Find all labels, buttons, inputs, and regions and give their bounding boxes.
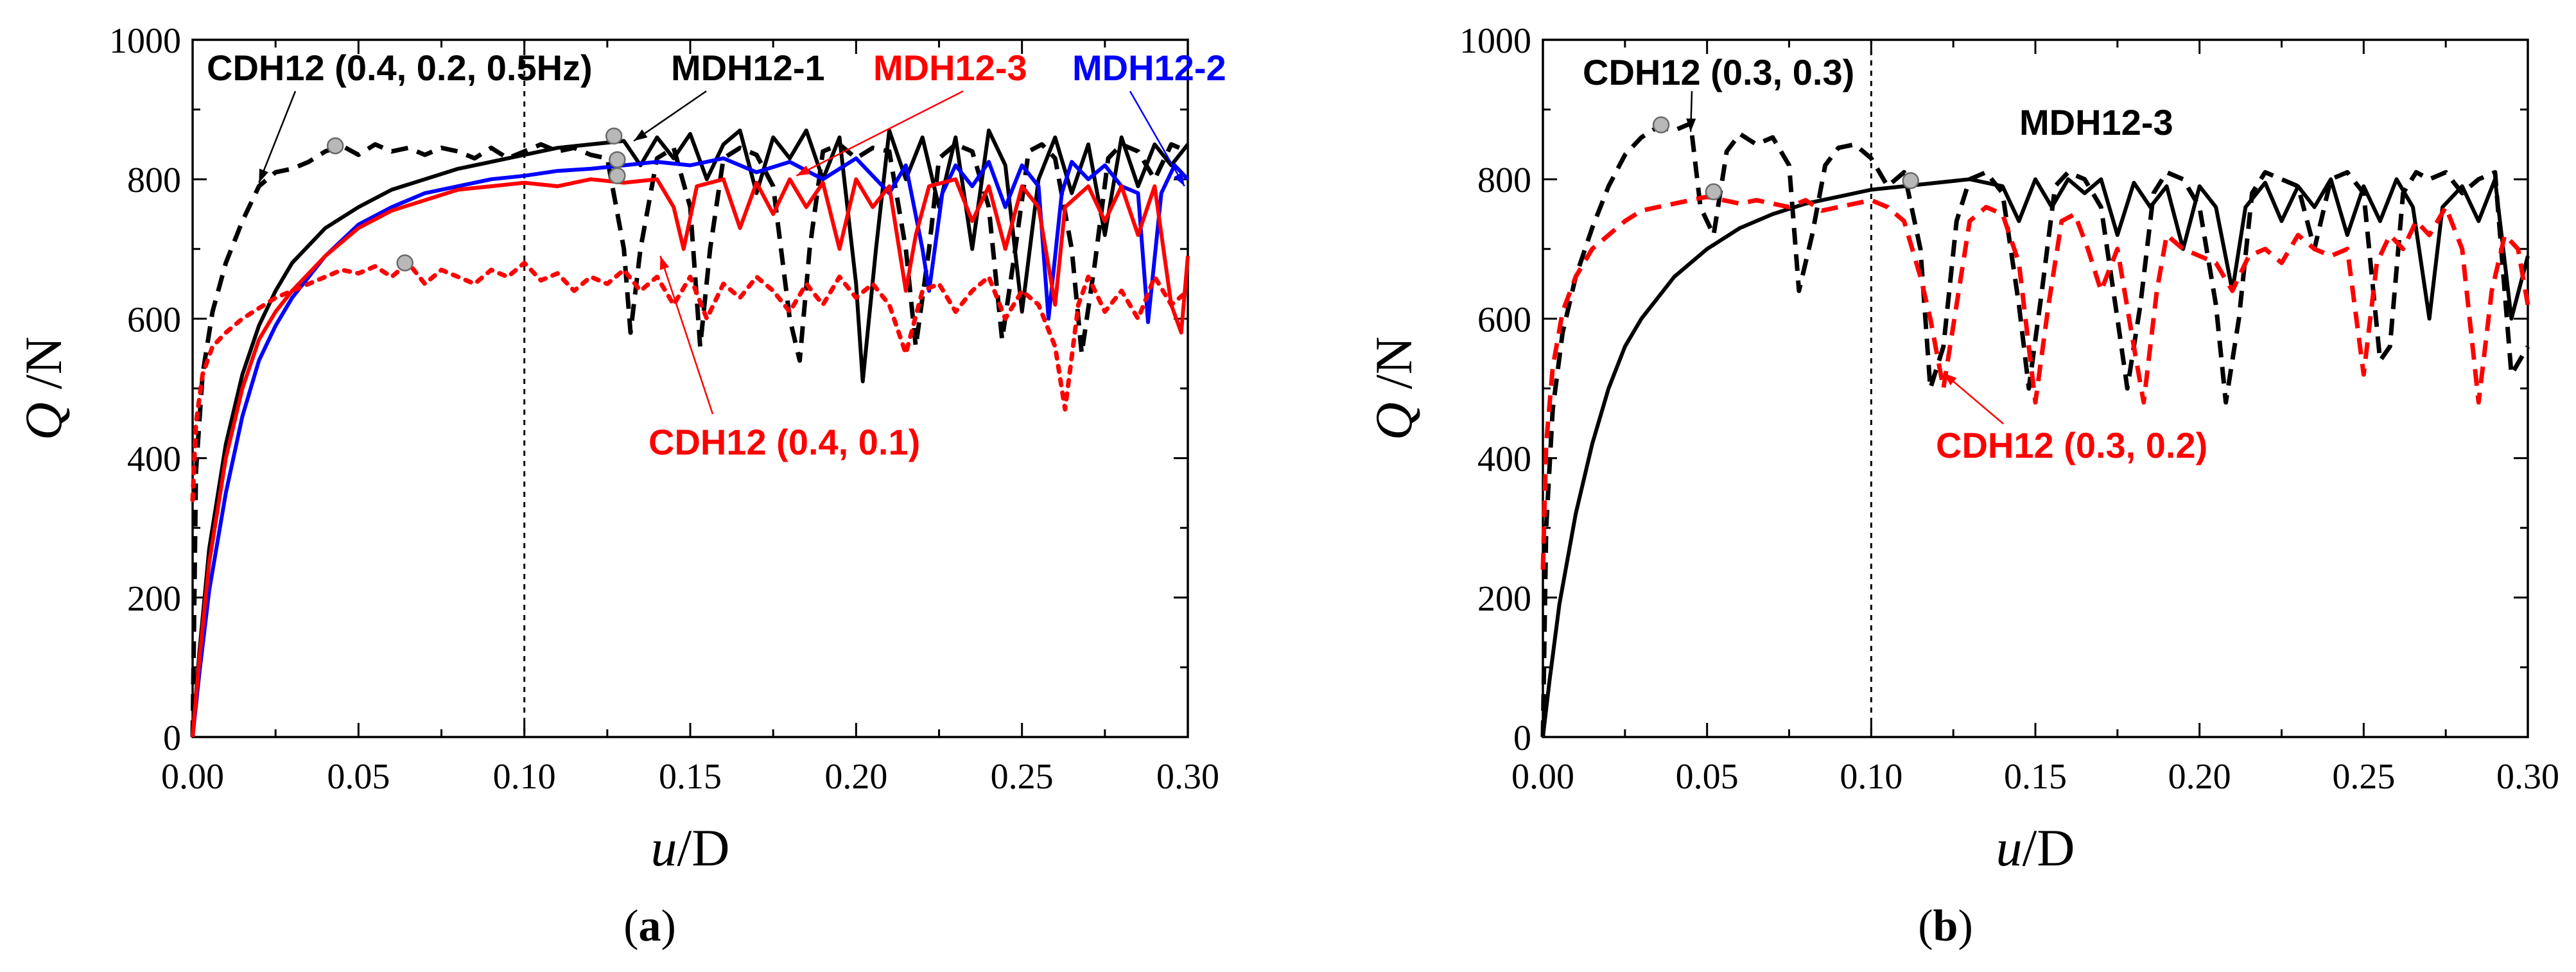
panel-b-y-tick-label: 400 [1477,440,1531,480]
panel-a-failure-marker [396,254,413,272]
panel-a-y-tick-label: 600 [127,300,181,340]
panel-b-x-tick-label: 0.15 [2004,757,2067,797]
panel-a-y-tick-label: 1000 [109,21,181,61]
panel-a-y-tick-label: 200 [127,579,181,619]
panel-a-annotation-arrowhead [634,129,648,141]
panel-b-annotation-label: CDH12 (0.3, 0.3) [1583,52,1854,92]
panel-a: 0.00 0.05 0.10 0.15 0.20 0.25 0.30 0 200 400 600 80… [14,21,1226,951]
panel-b-y-tick-label: 600 [1477,300,1531,340]
panel-a-x-tick-label: 0.05 [327,757,390,797]
panel-b-x-tick-label: 0.00 [1511,757,1574,797]
panel-b-failure-marker [1652,116,1670,134]
panel-a-x-axis-title: u/D [651,819,730,877]
panel-a-x-tick-label: 0.10 [493,757,556,797]
panel-a-y-axis-title: Q /N [14,336,73,440]
panel-a-annotation-leader [659,256,714,415]
panel-a-annotation-arrowhead [1174,172,1185,187]
panel-b-series-cdh12-0-3-0-3 [1540,121,2530,738]
panel-a-x-tick-label: 0.25 [991,757,1054,797]
panel-a-annotation-arrowhead [796,165,811,176]
panel-a-series-cdh12-0-4-0-1 [190,261,1190,503]
panel-a-annotation-leader [633,90,707,142]
panel-a-y-tick-label: 400 [127,440,181,480]
panel-a-annotation-label: MDH12-3 [873,48,1027,88]
panel-b-annotation-label: CDH12 (0.3, 0.2) [1936,425,2207,465]
panel-b-failure-marker [1902,172,1919,189]
panel-b-y-tick-label: 0 [1513,718,1531,758]
panel-b-x-tick-label: 0.10 [1840,757,1902,797]
panel-a-failure-marker [326,137,344,155]
panel-a-annotation-arrowhead [659,256,670,270]
panel-b-x-tick-label: 0.05 [1676,757,1739,797]
panel-a-failure-marker [609,151,626,169]
panel-a-annotation-leader [258,91,297,184]
panel-b-y-tick-label: 1000 [1459,21,1531,61]
panel-a-annotation-label: MDH12-1 [671,48,825,88]
panel-b-series-cdh12-0-3-0-2 [1540,194,2530,570]
panel-a-failure-marker [605,127,623,145]
panel-a-series-mdh12-1 [191,128,1190,738]
panel-a-series-cdh12-0-4-0-2-0-5hz [190,142,1189,738]
panel-b-annotation-label: MDH12-3 [2019,102,2173,143]
panel-b-x-tick-label: 0.25 [2332,757,2395,797]
panel-b: 0.00 0.05 0.10 0.15 0.20 0.25 0.30 0 200 400 600 80… [1364,21,2559,951]
panel-a-failure-marker [609,167,626,185]
panel-b-x-tick-label: 0.20 [2168,757,2231,797]
panel-a-annotation-leader [796,90,964,177]
panel-b-y-axis-title: Q /N [1364,336,1423,440]
panel-b-x-axis-title: u/D [1996,819,2075,877]
panel-a-x-tick-label: 0.15 [659,757,722,797]
panel-a-annotation-leader [1129,91,1185,187]
panel-b-annotation-arrowhead [1686,118,1696,132]
panel-b-series-mdh12-3 [1541,177,2530,738]
panel-b-plot-frame [1542,39,2529,738]
panel-b-caption: (b) [1918,901,1973,951]
panel-b-x-tick-label: 0.30 [2496,757,2559,797]
panel-a-annotation-arrowhead [259,168,268,183]
panel-a-x-tick-label: 0.30 [1156,757,1219,797]
panel-b-annotation-arrowhead [1943,373,1957,386]
panel-a-x-tick-label: 0.00 [161,757,224,797]
panel-a-annotation-label: CDH12 (0.4, 0.2, 0.5Hz) [207,48,593,88]
panel-a-annotation-label: MDH12-2 [1072,48,1226,88]
panel-b-y-tick-label: 800 [1477,161,1531,200]
panel-a-y-tick-label: 0 [163,718,181,758]
panel-a-x-tick-label: 0.20 [824,757,887,797]
panel-a-y-tick-label: 800 [127,161,181,200]
panel-a-caption: (a) [623,901,676,951]
panel-b-y-tick-label: 200 [1477,579,1531,619]
panel-b-failure-marker [1705,183,1723,200]
panel-a-annotation-label: CDH12 (0.4, 0.1) [648,422,920,462]
panel-a-series-mdh12-3 [191,177,1190,738]
